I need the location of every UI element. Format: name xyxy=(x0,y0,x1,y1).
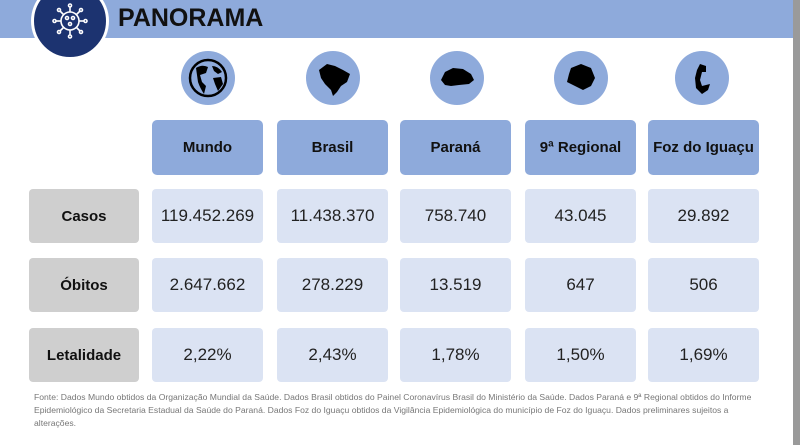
source-footnote: Fonte: Dados Mundo obtidos da Organizaçã… xyxy=(34,392,752,428)
brazil-map-icon xyxy=(306,51,360,105)
header-band xyxy=(0,0,793,38)
cell-letalidade-parana: 1,78% xyxy=(400,328,511,382)
cell-obitos-parana: 13.519 xyxy=(400,258,511,312)
page-title: PANORAMA xyxy=(118,4,264,32)
row-header-obitos: Óbitos xyxy=(29,258,139,312)
cell-obitos-brasil: 278.229 xyxy=(277,258,388,312)
parana-map-icon xyxy=(430,51,484,105)
row-header-casos: Casos xyxy=(29,189,139,243)
cell-casos-mundo: 119.452.269 xyxy=(152,189,263,243)
column-header-foz: Foz do Iguaçu xyxy=(648,120,759,175)
scrollbar[interactable] xyxy=(793,0,800,445)
cell-letalidade-brasil: 2,43% xyxy=(277,328,388,382)
cell-letalidade-regional: 1,50% xyxy=(525,328,636,382)
regional-map-icon xyxy=(554,51,608,105)
globe-icon xyxy=(181,51,235,105)
cell-obitos-mundo: 2.647.662 xyxy=(152,258,263,312)
column-header-brasil: Brasil xyxy=(277,120,388,175)
foz-map-icon xyxy=(675,51,729,105)
cell-casos-brasil: 11.438.370 xyxy=(277,189,388,243)
cell-casos-foz: 29.892 xyxy=(648,189,759,243)
row-header-letalidade: Letalidade xyxy=(29,328,139,382)
virus-icon xyxy=(31,0,109,60)
cell-letalidade-foz: 1,69% xyxy=(648,328,759,382)
cell-letalidade-mundo: 2,22% xyxy=(152,328,263,382)
column-header-parana: Paraná xyxy=(400,120,511,175)
cell-obitos-foz: 506 xyxy=(648,258,759,312)
cell-casos-parana: 758.740 xyxy=(400,189,511,243)
column-header-mundo: Mundo xyxy=(152,120,263,175)
cell-casos-regional: 43.045 xyxy=(525,189,636,243)
column-header-9-regional: 9ª Regional xyxy=(525,120,636,175)
cell-obitos-regional: 647 xyxy=(525,258,636,312)
